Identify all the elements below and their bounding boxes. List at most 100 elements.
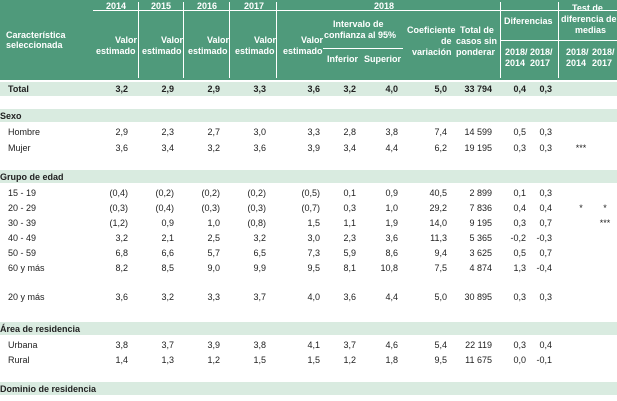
value-cell: 2,9 (161, 84, 174, 94)
value-cell: 0,1 (343, 188, 356, 198)
value-cell: (0,4) (109, 188, 128, 198)
year-2017: 2017 (244, 1, 265, 11)
value-cell: 1,2 (343, 355, 356, 365)
total-label-3: ponderar (456, 47, 496, 57)
total-label-2: casos sin (456, 36, 498, 46)
section-band (0, 170, 617, 183)
value-cell: (0,4) (155, 203, 174, 213)
value-cell: 0,3 (539, 84, 552, 94)
value-cell: -0,1 (536, 355, 552, 365)
valor-label: Valor (161, 35, 184, 45)
table-row: 15 - 19 (0,4) (0,2) (0,2) (0,2) (0,5) 0,1 0,9 40… (0, 187, 617, 200)
significance-cell (571, 187, 591, 200)
value-cell: 3,4 (343, 143, 356, 153)
value-cell: (0,7) (301, 203, 320, 213)
value-cell: 6,8 (115, 248, 128, 258)
row-label: 40 - 49 (8, 233, 37, 243)
value-cell: 3 625 (469, 248, 492, 258)
value-cell: 3,8 (115, 340, 128, 350)
significance-cell (571, 291, 591, 304)
value-cell: 1,5 (307, 355, 320, 365)
value-cell: 0,7 (539, 218, 552, 228)
valor-label: Valor (254, 35, 277, 45)
value-cell: 1,3 (513, 263, 526, 273)
value-cell: 0,5 (513, 127, 526, 137)
header-divider (323, 48, 403, 49)
value-cell: 8,2 (115, 263, 128, 273)
value-cell: 1,5 (253, 355, 266, 365)
value-cell: 0,4 (513, 203, 526, 213)
section-band (0, 382, 617, 395)
value-cell: 11,3 (430, 233, 447, 243)
significance-cell (571, 217, 591, 230)
test-label-3: medias (575, 25, 607, 35)
value-cell: 2 899 (469, 188, 492, 198)
diferencias-label: Diferencias (504, 16, 553, 26)
valor-label: Valor (301, 35, 324, 45)
test-label: Test de (572, 3, 603, 13)
value-cell: 6,5 (253, 248, 266, 258)
value-cell: 3,6 (385, 233, 398, 243)
value-cell: 2,8 (343, 127, 356, 137)
year-2015: 2015 (151, 1, 172, 11)
value-cell: 3,2 (343, 84, 356, 94)
value-cell: 1,4 (115, 355, 128, 365)
value-cell: 0,0 (513, 355, 526, 365)
total-label: Total de (460, 25, 494, 35)
value-cell: 3,7 (343, 340, 356, 350)
value-cell: 1,2 (207, 355, 220, 365)
year-2018: 2018 (374, 1, 395, 11)
value-cell: 5,4 (434, 340, 447, 350)
table-row: 50 - 59 6,8 6,6 5,7 6,5 7,3 5,9 8,6 9,4 3 625 0,5 0… (0, 247, 617, 260)
significance-cell: * (603, 203, 607, 213)
section-band (0, 109, 617, 122)
value-cell: 2,1 (161, 233, 174, 243)
row-label: Hombre (8, 127, 41, 137)
row-label: 30 - 39 (8, 218, 37, 228)
value-cell: (0,3) (109, 203, 128, 213)
diff-2018-2017: 2018/ (530, 47, 553, 57)
intervalo-label-2: confianza al 95% (324, 30, 397, 40)
significance-cell (595, 354, 615, 367)
value-cell: 3,2 (161, 292, 174, 302)
coef-label-2: de (441, 36, 452, 46)
value-cell: 10,8 (380, 263, 398, 273)
value-cell: 6,6 (161, 248, 174, 258)
value-cell: 1,0 (385, 203, 398, 213)
value-cell: 2,7 (207, 127, 220, 137)
value-cell: 9,0 (207, 263, 220, 273)
value-cell: 9,9 (253, 263, 266, 273)
header-divider (500, 2, 501, 78)
section-title: Área de residencia (0, 324, 81, 334)
significance-cell: * (579, 203, 583, 213)
value-cell: -0,3 (536, 233, 552, 243)
valor-label: Valor (115, 35, 138, 45)
value-cell: 0,3 (513, 218, 526, 228)
value-cell: 0,4 (539, 203, 552, 213)
significance-cell (571, 354, 591, 367)
year-2014: 2014 (106, 1, 127, 11)
section-title: Sexo (0, 111, 22, 121)
value-cell: 0,9 (385, 188, 398, 198)
value-cell: 7,4 (434, 127, 447, 137)
value-cell: 0,3 (513, 340, 526, 350)
header-divider (183, 2, 184, 78)
value-cell: 3,2 (115, 233, 128, 243)
value-cell: 6,2 (434, 143, 447, 153)
year-2016: 2016 (197, 1, 218, 11)
value-cell: 3,6 (115, 292, 128, 302)
section-title: Grupo de edad (0, 172, 64, 182)
value-cell: 7,5 (434, 263, 447, 273)
value-cell: 3,3 (253, 84, 266, 94)
value-cell: 14 599 (464, 127, 492, 137)
significance-cell (571, 126, 591, 139)
section-title: Dominio de residencia (0, 384, 97, 394)
value-cell: 14,0 (429, 218, 447, 228)
table-row: 30 - 39 (1,2) 0,9 1,0 (0,8) 1,5 1,1 1,9 14,0 9 19… (0, 217, 617, 230)
value-cell: (0,8) (247, 218, 266, 228)
significance-cell (595, 232, 615, 245)
value-cell: 40,5 (429, 188, 447, 198)
table-row: Hombre 2,9 2,3 2,7 3,0 3,3 2,8 3,8 7,4 14 599 0,5 0… (0, 126, 617, 139)
header-divider (229, 2, 230, 78)
row-label: Rural (8, 355, 30, 365)
